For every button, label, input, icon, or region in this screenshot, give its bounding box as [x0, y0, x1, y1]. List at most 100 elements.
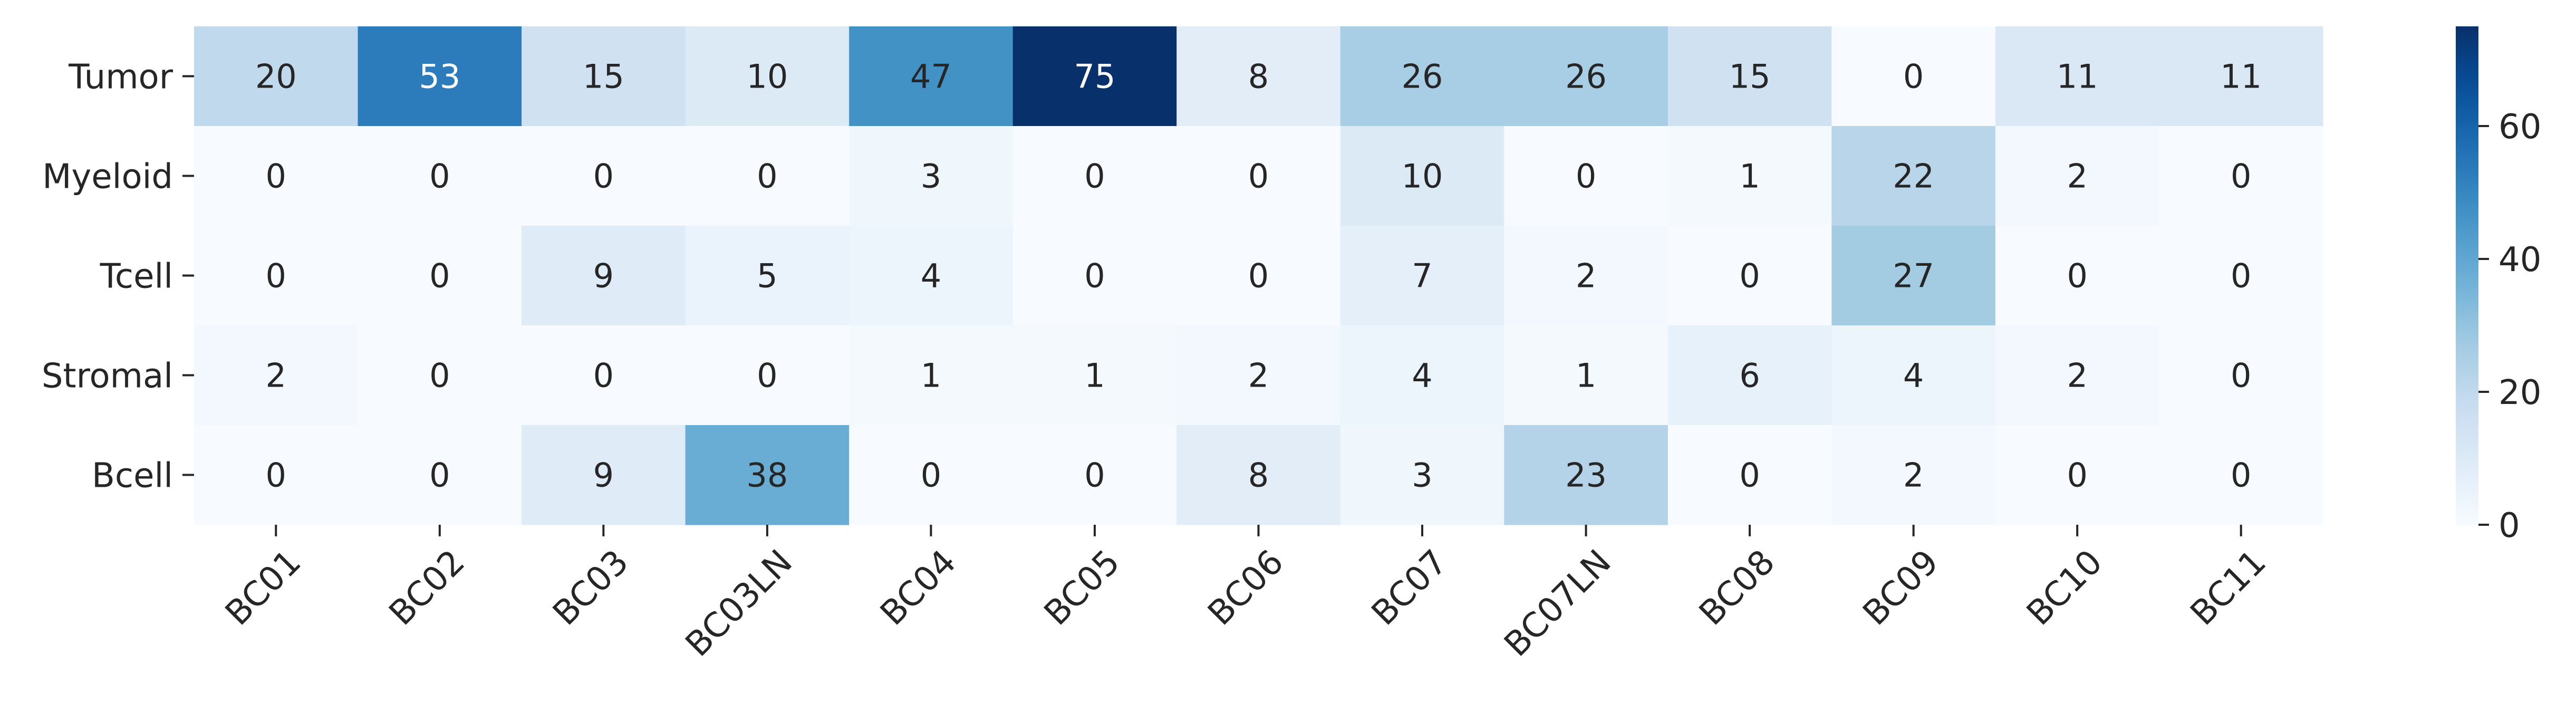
- cell-bcell-bc02: [358, 425, 522, 525]
- x-tick-label-bc04: BC04: [873, 543, 964, 633]
- colorbar-tick-label: 20: [2498, 373, 2541, 412]
- cell-value-label: 0: [1084, 257, 1105, 295]
- cell-tcell-bc07ln: [1504, 226, 1668, 326]
- cell-value-label: 26: [1402, 57, 1443, 96]
- cell-tumor-bc07ln: [1504, 26, 1668, 127]
- y-tick-label-tumor: Tumor: [68, 58, 173, 97]
- cell-bcell-bc07: [1340, 425, 1504, 525]
- cell-value-label: 11: [2057, 57, 2098, 96]
- cell-stromal-bc07: [1340, 325, 1504, 426]
- cell-value-label: 10: [746, 57, 788, 96]
- cell-tumor-bc10: [1995, 26, 2160, 127]
- x-tick-label-bc01: BC01: [218, 543, 309, 633]
- cell-value-label: 0: [1248, 257, 1269, 295]
- cell-value-label: 15: [583, 57, 624, 96]
- cell-value-label: 47: [910, 57, 952, 96]
- cell-stromal-bc11: [2159, 325, 2323, 426]
- cell-value-label: 0: [2067, 257, 2087, 295]
- cell-value-label: 0: [2231, 456, 2251, 495]
- cell-tcell-bc05: [1012, 226, 1177, 326]
- cell-bcell-bc11: [2159, 425, 2323, 525]
- x-tick-label-bc07ln: BC07LN: [1497, 543, 1619, 665]
- cell-myeloid-bc03: [522, 126, 686, 226]
- cell-value-label: 53: [419, 57, 460, 96]
- cell-tcell-bc06: [1176, 226, 1341, 326]
- cell-value-label: 0: [2231, 157, 2251, 196]
- heatmap-cells: [194, 26, 2323, 525]
- cell-myeloid-bc08: [1667, 126, 1832, 226]
- cell-bcell-bc10: [1995, 425, 2160, 525]
- cell-myeloid-bc05: [1012, 126, 1177, 226]
- y-tick-label-myeloid: Myeloid: [42, 158, 173, 197]
- cell-value-label: 0: [757, 157, 777, 196]
- cell-bcell-bc01: [194, 425, 359, 525]
- x-tick-label-bc05: BC05: [1037, 543, 1127, 633]
- cell-stromal-bc03ln: [685, 325, 850, 426]
- cell-value-label: 0: [2067, 456, 2087, 495]
- cell-value-label: 0: [429, 157, 450, 196]
- cell-tcell-bc01: [194, 226, 359, 326]
- cell-value-label: 10: [1402, 157, 1443, 196]
- cell-tumor-bc11: [2159, 26, 2323, 127]
- x-tick-label-bc10: BC10: [2020, 543, 2110, 633]
- cell-value-label: 0: [2231, 357, 2251, 395]
- cell-value-label: 0: [1576, 157, 1596, 196]
- cell-value-label: 3: [921, 157, 941, 196]
- x-axis: BC01 BC02 BC03 BC03LN BC04 BC05 BC06 BC07 BC07LN…: [218, 525, 2274, 665]
- colorbar-tick-label: 60: [2498, 108, 2541, 147]
- heatmap-cell-labels: 20 53 15 10 47 75 8 26 26 15 0 11 110 0 0 0 3 0 0 10 0 1 22 2 00…: [255, 57, 2262, 495]
- cell-bcell-bc06: [1176, 425, 1341, 525]
- cell-value-label: 26: [1565, 57, 1607, 96]
- cell-tcell-bc11: [2159, 226, 2323, 326]
- cell-value-label: 0: [593, 157, 614, 196]
- cell-stromal-bc07ln: [1504, 325, 1668, 426]
- cell-tumor-bc05: [1012, 26, 1177, 127]
- cell-tcell-bc08: [1667, 226, 1832, 326]
- cell-myeloid-bc11: [2159, 126, 2323, 226]
- cell-value-label: 7: [1412, 257, 1432, 295]
- cell-bcell-bc03ln: [685, 425, 850, 525]
- cell-stromal-bc01: [194, 325, 359, 426]
- cell-value-label: 22: [1893, 157, 1934, 196]
- cell-tcell-bc09: [1831, 226, 1996, 326]
- cell-myeloid-bc02: [358, 126, 522, 226]
- x-tick-label-bc03: BC03: [546, 543, 636, 633]
- cell-stromal-bc02: [358, 325, 522, 426]
- cell-value-label: 0: [2231, 257, 2251, 295]
- cell-tumor-bc04: [849, 26, 1014, 127]
- x-tick-label-bc02: BC02: [382, 543, 472, 633]
- cell-stromal-bc09: [1831, 325, 1996, 426]
- x-tick-label-bc08: BC08: [1692, 543, 1782, 633]
- cell-value-label: 0: [1084, 456, 1105, 495]
- cell-value-label: 0: [266, 157, 286, 196]
- colorbar-tick-label: 0: [2498, 506, 2520, 545]
- cell-tumor-bc08: [1667, 26, 1832, 127]
- cell-tumor-bc07: [1340, 26, 1504, 127]
- cell-value-label: 0: [1084, 157, 1105, 196]
- cell-value-label: 4: [1412, 357, 1432, 395]
- cell-value-label: 9: [593, 257, 614, 295]
- cell-tcell-bc07: [1340, 226, 1504, 326]
- x-tick-label-bc06: BC06: [1201, 543, 1291, 633]
- x-tick-label-bc09: BC09: [1856, 543, 1946, 633]
- cell-value-label: 75: [1074, 57, 1116, 96]
- cell-value-label: 1: [1084, 357, 1105, 395]
- cell-value-label: 20: [255, 57, 297, 96]
- cell-tcell-bc10: [1995, 226, 2160, 326]
- colorbar-tick-label: 40: [2498, 240, 2541, 280]
- cell-value-label: 9: [593, 456, 614, 495]
- cell-value-label: 0: [593, 357, 614, 395]
- colorbar: 0 20 40 60: [2456, 26, 2541, 545]
- cell-value-label: 38: [746, 456, 788, 495]
- cell-tumor-bc01: [194, 26, 359, 127]
- cell-value-label: 0: [429, 257, 450, 295]
- cell-value-label: 3: [1412, 456, 1432, 495]
- y-tick-label-stromal: Stromal: [42, 357, 173, 396]
- cell-value-label: 2: [1903, 456, 1924, 495]
- cell-bcell-bc04: [849, 425, 1014, 525]
- cell-myeloid-bc07ln: [1504, 126, 1668, 226]
- cell-value-label: 5: [757, 257, 777, 295]
- cell-tumor-bc02: [358, 26, 522, 127]
- cell-value-label: 27: [1893, 257, 1934, 295]
